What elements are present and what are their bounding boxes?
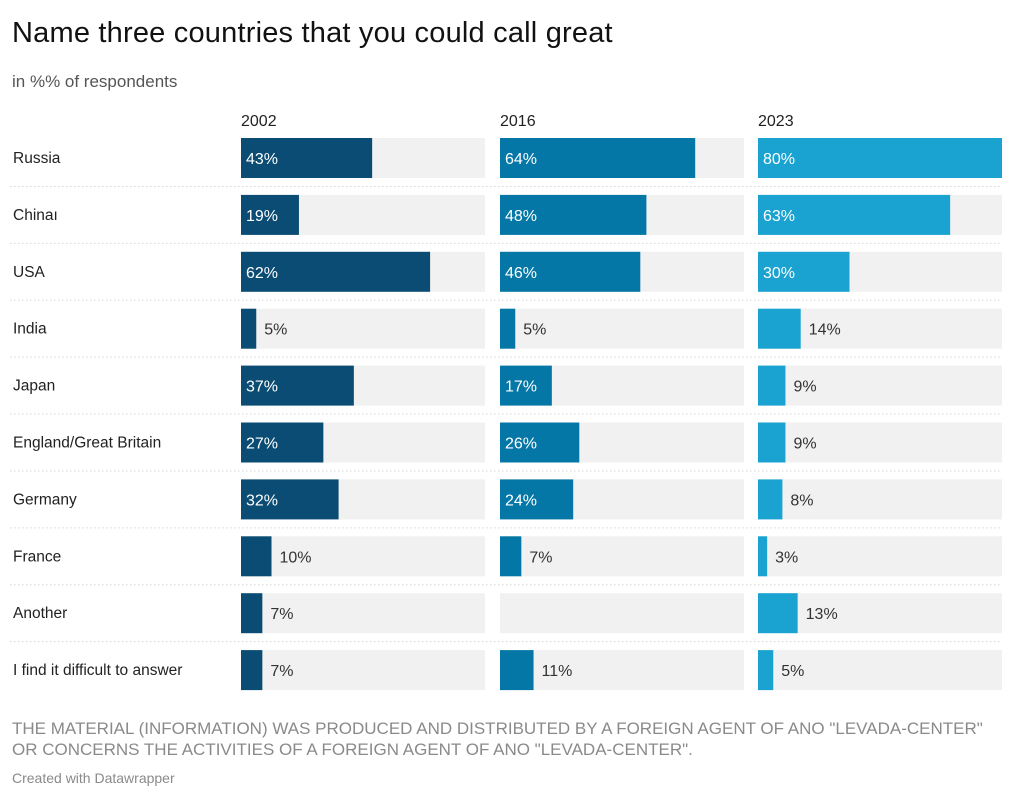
bar-2023-russia xyxy=(758,138,1002,178)
bar-2002-japan xyxy=(241,365,354,406)
data-label-2023-japan: 9% xyxy=(793,379,816,396)
column-header-2016: 2016 xyxy=(500,113,536,130)
bar-2023-china xyxy=(758,194,951,235)
bar-2002-england-great-britain xyxy=(241,422,324,463)
bar-track xyxy=(758,479,1002,520)
row-label-england-great-britain: England/Great Britain xyxy=(13,435,161,452)
bar-2002-germany xyxy=(241,479,339,520)
data-label-2002-france: 10% xyxy=(280,549,312,566)
bar-2023-another xyxy=(758,593,798,634)
data-label-2023-germany: 8% xyxy=(790,492,813,509)
bar-2023-france xyxy=(758,536,768,577)
bar-track xyxy=(500,650,744,691)
data-label-2023-russia: 80% xyxy=(763,151,795,168)
bar-track xyxy=(758,365,1002,406)
bar-2016-france xyxy=(500,536,522,577)
bar-2016-i-find-it-difficult-to-answer xyxy=(500,650,534,691)
row-label-i-find-it-difficult-to-answer: I find it difficult to answer xyxy=(13,662,182,679)
data-label-2016-russia: 64% xyxy=(505,151,537,168)
data-label-2016-england-great-britain: 26% xyxy=(505,436,537,453)
bar-2002-usa xyxy=(241,251,431,292)
data-label-2023-china: 63% xyxy=(763,208,795,225)
data-label-2023-england-great-britain: 9% xyxy=(793,436,816,453)
bar-2023-usa xyxy=(758,251,850,292)
row-label-france: France xyxy=(13,548,61,565)
data-label-2016-germany: 24% xyxy=(505,492,537,509)
bar-2016-japan xyxy=(500,365,552,406)
data-label-2023-france: 3% xyxy=(775,549,798,566)
bar-track xyxy=(758,650,1002,691)
bar-track xyxy=(241,593,485,634)
bar-2002-france xyxy=(241,536,272,577)
bar-2002-i-find-it-difficult-to-answer xyxy=(241,650,263,691)
datawrapper-credit: Created with Datawrapper xyxy=(12,770,175,786)
bar-track xyxy=(758,536,1002,577)
row-label-russia: Russia xyxy=(13,150,61,167)
bar-2002-india xyxy=(241,308,257,349)
bar-track xyxy=(241,308,485,349)
column-header-2023: 2023 xyxy=(758,113,794,130)
bar-2023-i-find-it-difficult-to-answer xyxy=(758,650,774,691)
bar-track xyxy=(758,593,1002,634)
bar-track xyxy=(241,536,485,577)
bar-2002-russia xyxy=(241,138,373,178)
row-label-japan: Japan xyxy=(13,378,55,395)
data-label-2002-india: 5% xyxy=(264,322,287,339)
bar-track xyxy=(500,536,744,577)
data-label-2002-japan: 37% xyxy=(246,379,278,396)
data-label-2002-england-great-britain: 27% xyxy=(246,436,278,453)
data-label-2016-china: 48% xyxy=(505,208,537,225)
data-label-2002-germany: 32% xyxy=(246,492,278,509)
data-label-2002-i-find-it-difficult-to-answer: 7% xyxy=(270,663,293,680)
data-label-2016-japan: 17% xyxy=(505,379,537,396)
bar-track xyxy=(241,650,485,691)
data-label-2023-india: 14% xyxy=(809,322,841,339)
bar-2023-japan xyxy=(758,365,786,406)
row-label-india: India xyxy=(13,321,47,338)
bar-track xyxy=(500,593,744,634)
data-label-2002-russia: 43% xyxy=(246,151,278,168)
bar-track xyxy=(758,422,1002,463)
chart-subtitle: in %% of respondents xyxy=(12,72,178,91)
data-label-2023-i-find-it-difficult-to-answer: 5% xyxy=(781,663,804,680)
data-label-2016-usa: 46% xyxy=(505,265,537,282)
data-label-2016-i-find-it-difficult-to-answer: 11% xyxy=(542,663,573,680)
data-label-2023-another: 13% xyxy=(806,606,838,623)
data-label-2016-france: 7% xyxy=(529,549,552,566)
data-label-2002-usa: 62% xyxy=(246,265,278,282)
bar-2002-china xyxy=(241,194,299,235)
bar-2002-another xyxy=(241,593,263,634)
foreign-agent-notice: THE MATERIAL (INFORMATION) WAS PRODUCED … xyxy=(12,719,983,759)
data-label-2002-china: 19% xyxy=(246,208,278,225)
bar-2016-china xyxy=(500,194,647,235)
bar-2016-england-great-britain xyxy=(500,422,580,463)
bar-2023-india xyxy=(758,308,801,349)
row-label-another: Another xyxy=(13,605,67,622)
column-header-2002: 2002 xyxy=(241,113,277,130)
chart-title: Name three countries that you could call… xyxy=(12,17,613,49)
bar-2016-russia xyxy=(500,138,696,178)
bar-2023-germany xyxy=(758,479,783,520)
bar-2016-usa xyxy=(500,251,641,292)
row-label-china: Chinaı xyxy=(13,207,58,224)
bar-2023-england-great-britain xyxy=(758,422,786,463)
row-label-germany: Germany xyxy=(13,491,77,508)
data-label-2002-another: 7% xyxy=(270,606,293,623)
bar-2016-india xyxy=(500,308,516,349)
bar-2016-germany xyxy=(500,479,574,520)
row-label-usa: USA xyxy=(13,264,46,281)
data-label-2023-usa: 30% xyxy=(763,265,795,282)
data-label-2016-india: 5% xyxy=(523,322,546,339)
bar-track xyxy=(500,308,744,349)
